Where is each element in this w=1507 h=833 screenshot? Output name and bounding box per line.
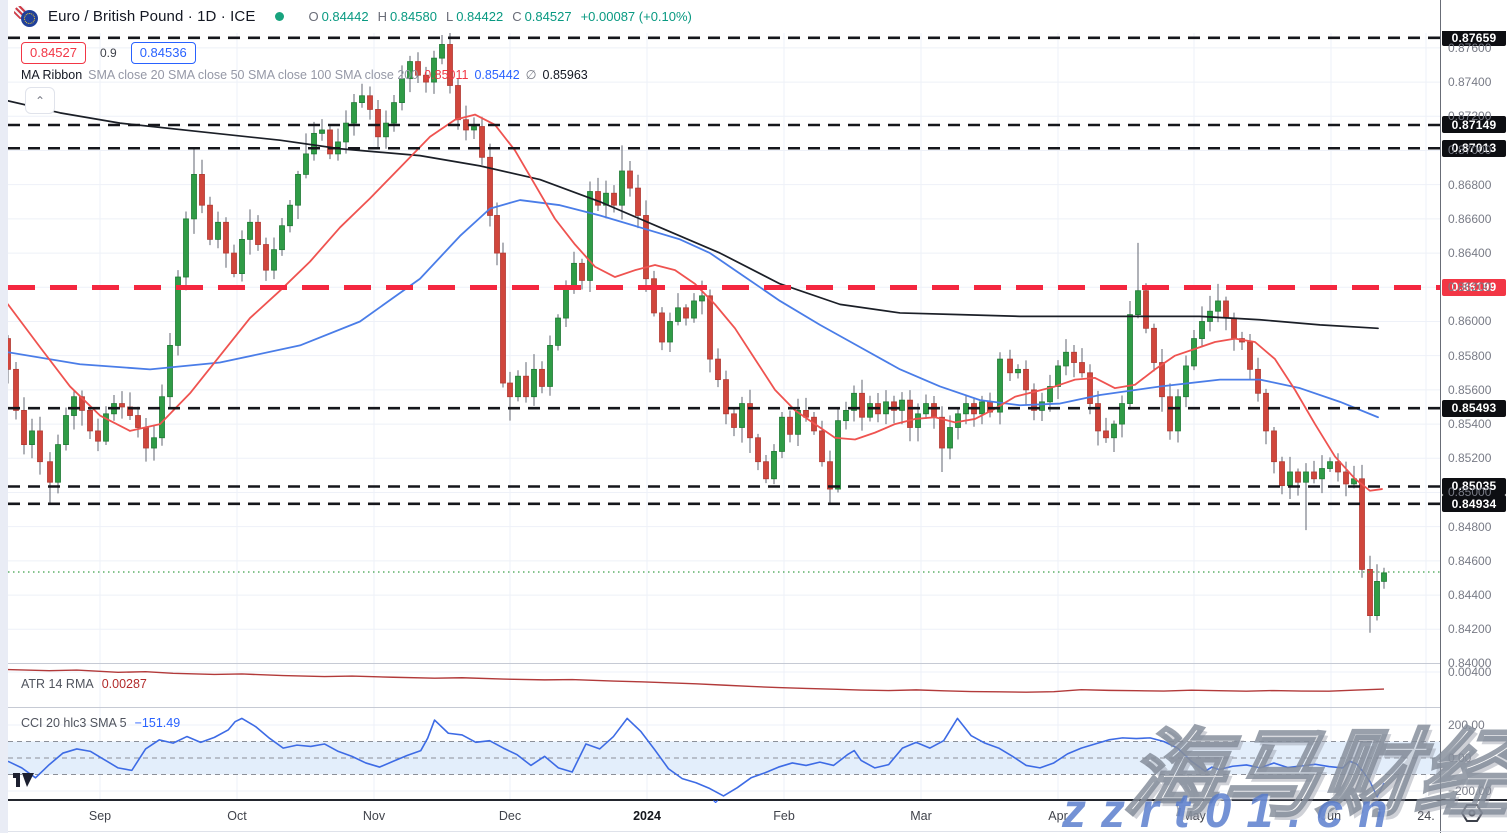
price-tick-label: 0.87600 [1448,40,1492,55]
cci-axis-label: 0.00 [1448,751,1472,765]
price-axis[interactable]: GBP ⌄ 0.876590.871490.870130.861990.8549… [1440,0,1507,833]
price-level-badge[interactable]: 0.86199 [1442,278,1506,296]
price-tick-label: 0.86200 [1448,280,1492,295]
mid-price-label: 0.9 [100,46,117,60]
ohlc-readout: O 0.84442 H 0.84580 L 0.84422 C 0.84527 +0.0… [308,9,691,24]
ma-ribbon-legend[interactable]: MA Ribbon SMA close 20 SMA close 50 SMA … [21,67,588,83]
price-level-badge[interactable]: 0.85035 [1442,477,1506,495]
price-tick-label: 0.84800 [1448,519,1492,534]
ma-mid-value: 0.85442 [474,67,520,82]
cci-pane[interactable] [8,707,1440,799]
cci-legend[interactable]: CCI 20 hlc3 SMA 5 −151.49 [21,716,180,730]
time-axis-label: Jun [1320,809,1342,823]
price-level-badge[interactable]: 0.84934 [1442,495,1506,513]
low-value: 0.84422 [456,9,504,24]
price-tick-label: 0.86800 [1448,177,1492,192]
price-level-badge[interactable]: 0.87013 [1442,139,1506,157]
pane-separator[interactable] [0,663,1440,664]
change-value: +0.00087 (+0.10%) [580,9,692,24]
cci-axis-label: 200.00 [1448,718,1485,732]
time-axis-label: May [1182,809,1206,823]
price-tick-label: 0.84400 [1448,588,1492,603]
price-tick-label: 0.85400 [1448,417,1492,432]
close-label: C [512,9,522,24]
high-value: 0.84580 [389,9,437,24]
time-axis-label: Feb [773,809,795,823]
price-level-badge[interactable]: 0.85493 [1442,399,1506,417]
time-axis-label: 24. [1417,809,1435,823]
low-label: L [445,9,454,24]
price-tick-label: 0.84200 [1448,622,1492,637]
average-symbol: ∅ [525,68,537,82]
price-tick-label: 0.87000 [1448,143,1492,158]
cci-title: CCI 20 hlc3 SMA 5 [21,716,127,730]
bottom-border [0,831,1507,832]
time-axis-label: Mar [910,809,932,823]
legend-collapse-button[interactable]: ⌃ [25,87,55,114]
ma-ribbon-title: MA Ribbon [21,67,83,82]
ma-average-value: 0.85963 [542,67,588,82]
cci-value: −151.49 [134,716,181,730]
pane-separator[interactable] [0,707,1440,708]
price-tick-label: 0.85800 [1448,348,1492,363]
market-status-dot [275,12,285,21]
symbol-title[interactable]: Euro / British Pound · 1D · ICE [48,8,256,25]
atr-title: ATR 14 RMA [21,677,94,691]
close-value: 0.84527 [524,9,572,24]
last-price-box[interactable]: 0.84527 [21,42,86,64]
time-axis-label: Dec [498,809,522,823]
price-level-badge[interactable]: 0.87149 [1442,116,1506,134]
price-axis-header [1441,0,1507,31]
price-chart[interactable] [8,33,1440,663]
price-tick-label: 0.85600 [1448,382,1492,397]
eu-flag-icon [21,10,38,27]
time-axis-label: Oct [227,809,247,823]
time-axis-label: Nov [362,809,386,823]
ma-ribbon-params: SMA close 20 SMA close 50 SMA close 100 … [88,67,419,82]
price-tick-label: 0.86600 [1448,211,1492,226]
price-tick-label: 0.85000 [1448,485,1492,500]
prev-close-box[interactable]: 0.84536 [130,42,196,64]
price-tick-label: 0.84000 [1448,656,1492,671]
eurgbp-pair-flag-icon [14,6,38,27]
cci-axis-label: −200.00 [1448,784,1492,798]
time-axis-marker-icon: ⌄ [711,794,721,806]
price-tick-label: 0.87400 [1448,75,1492,90]
tradingview-logo[interactable] [12,770,36,790]
open-value: 0.84442 [321,9,369,24]
price-tick-label: 0.86000 [1448,314,1492,329]
price-tick-label: 0.87200 [1448,109,1492,124]
price-tick-label: 0.85200 [1448,451,1492,466]
left-edge-strip [0,0,8,833]
ma-fast-value: 0.85011 [424,67,469,82]
chart-header: Euro / British Pound · 1D · ICE O 0.84442… [8,0,1440,33]
price-level-badge[interactable]: 0.87659 [1442,29,1506,47]
price-label-row: 0.84527 0.9 0.84536 [21,42,196,64]
time-axis-separator [0,799,1507,801]
time-axis[interactable]: Sep Oct Nov Dec 2024 Feb Mar Apr May Jun 24. [0,801,1440,833]
open-label: O [308,9,319,24]
time-axis-label: Apr [1048,809,1068,823]
price-tick-label: 0.86400 [1448,246,1492,261]
chevron-up-icon: ⌃ [34,93,46,108]
price-tick-label: 0.84600 [1448,553,1492,568]
atr-value: 0.00287 [101,677,147,691]
time-axis-label: 2024 [633,809,661,823]
atr-legend[interactable]: ATR 14 RMA 0.00287 [21,677,147,691]
atr-axis-label: 0.00400 [1448,665,1492,679]
high-label: H [377,9,387,24]
time-axis-label: Sep [88,809,112,823]
axis-settings-icon[interactable] [1459,801,1485,825]
atr-pane[interactable] [8,663,1440,707]
